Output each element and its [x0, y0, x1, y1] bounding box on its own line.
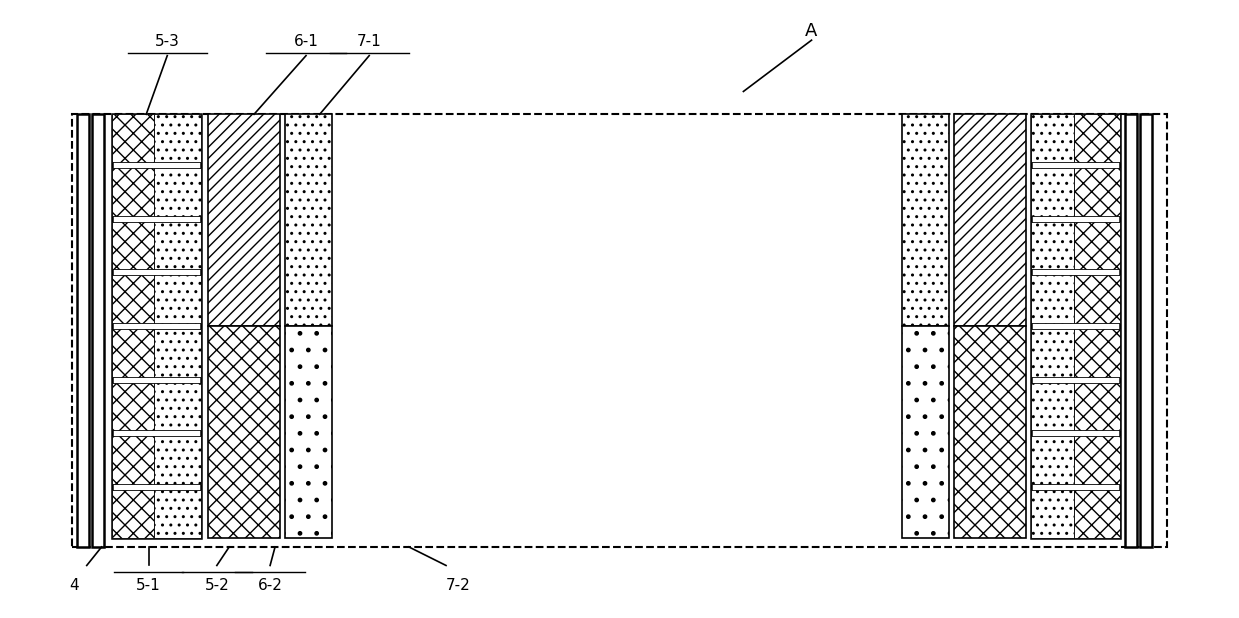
Text: A: A: [805, 22, 818, 40]
Bar: [1031, 275, 1074, 323]
Bar: [1031, 168, 1074, 216]
Bar: [72, 114, 1167, 547]
Bar: [112, 222, 155, 269]
Bar: [1125, 114, 1137, 547]
Bar: [112, 114, 201, 538]
Bar: [155, 275, 201, 323]
Bar: [1140, 114, 1152, 547]
Bar: [112, 383, 155, 430]
Bar: [1074, 114, 1120, 162]
Bar: [1031, 114, 1120, 538]
Bar: [112, 490, 155, 538]
Bar: [1074, 490, 1120, 538]
Bar: [112, 114, 155, 162]
Bar: [112, 329, 155, 377]
Bar: [902, 326, 949, 538]
Bar: [77, 114, 89, 547]
Text: 7-1: 7-1: [357, 35, 382, 49]
Bar: [155, 114, 201, 162]
Bar: [155, 329, 201, 377]
Bar: [1074, 222, 1120, 269]
Bar: [954, 326, 1026, 538]
Text: 6-2: 6-2: [258, 578, 282, 593]
Bar: [902, 114, 949, 326]
Text: 5-2: 5-2: [204, 578, 229, 593]
Bar: [1031, 222, 1074, 269]
Bar: [285, 114, 332, 326]
Text: 4: 4: [69, 578, 79, 593]
Bar: [155, 383, 201, 430]
Bar: [1031, 114, 1074, 162]
Bar: [155, 168, 201, 216]
Bar: [155, 222, 201, 269]
Bar: [1074, 383, 1120, 430]
Bar: [112, 168, 155, 216]
Bar: [1031, 383, 1074, 430]
Text: 7-2: 7-2: [446, 578, 471, 593]
Bar: [1031, 329, 1074, 377]
Bar: [954, 114, 1026, 326]
Bar: [112, 275, 155, 323]
Bar: [208, 326, 280, 538]
Bar: [1031, 490, 1074, 538]
Bar: [1031, 436, 1074, 484]
Text: 5-3: 5-3: [155, 35, 180, 49]
Bar: [1074, 436, 1120, 484]
Text: 6-1: 6-1: [294, 35, 318, 49]
Bar: [155, 490, 201, 538]
Bar: [1074, 168, 1120, 216]
Bar: [1074, 329, 1120, 377]
Bar: [1074, 275, 1120, 323]
Bar: [285, 326, 332, 538]
Bar: [208, 114, 280, 326]
Text: 5-1: 5-1: [136, 578, 161, 593]
Bar: [112, 436, 155, 484]
Bar: [155, 436, 201, 484]
Bar: [92, 114, 104, 547]
